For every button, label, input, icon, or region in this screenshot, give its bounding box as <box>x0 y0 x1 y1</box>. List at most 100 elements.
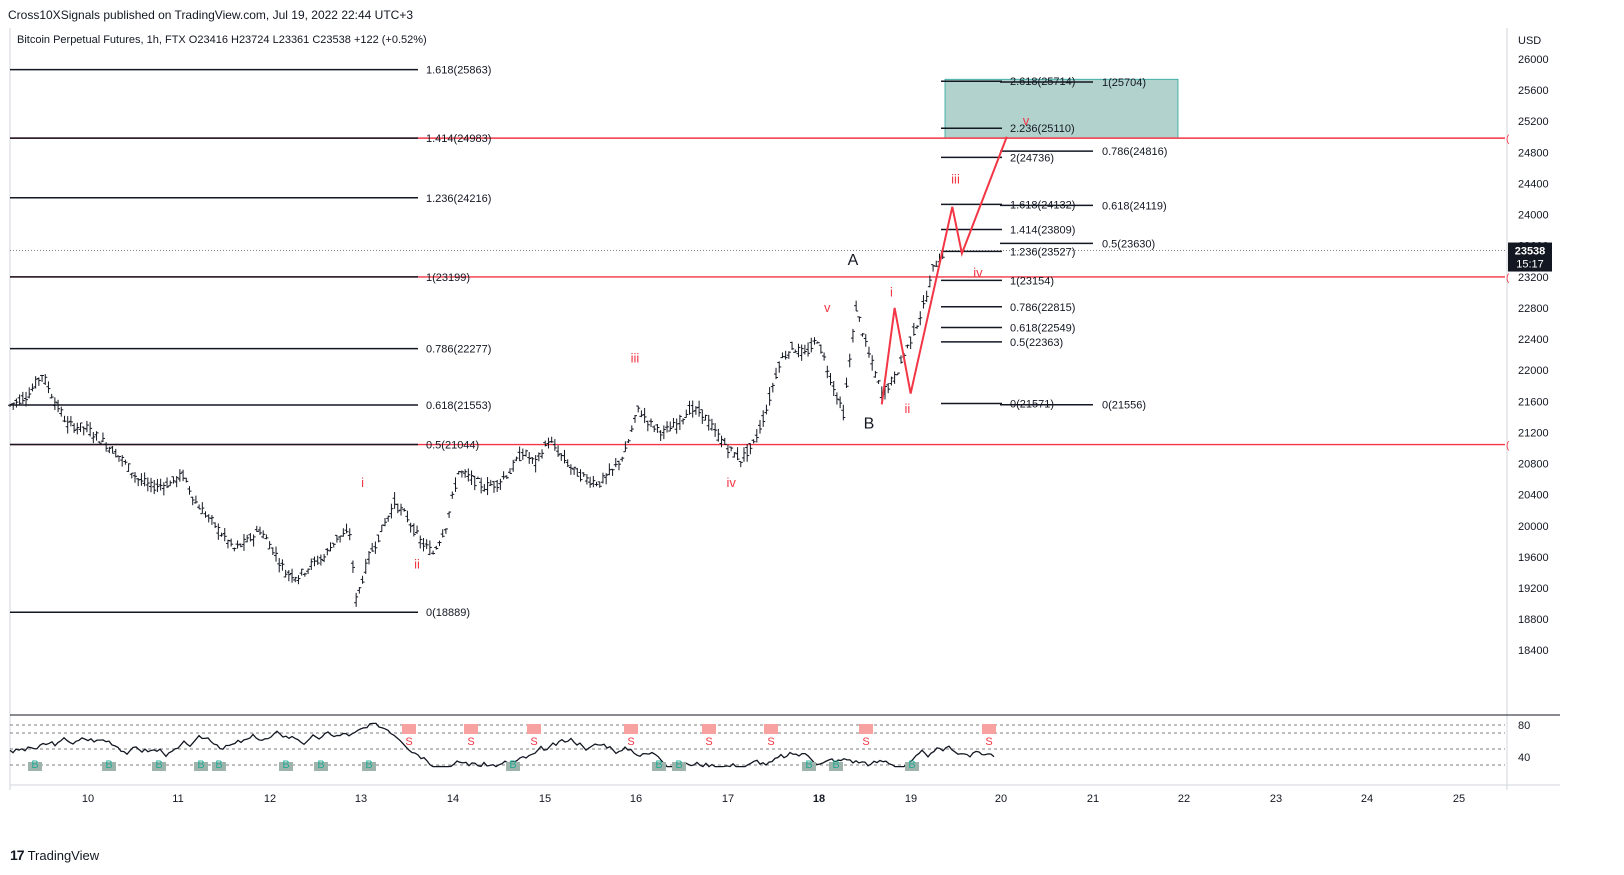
candle <box>735 447 740 461</box>
candle <box>11 402 16 410</box>
candle <box>56 399 61 413</box>
candle <box>825 365 830 379</box>
candle <box>418 535 423 549</box>
candle <box>267 541 272 550</box>
candle <box>75 422 80 435</box>
candle <box>203 511 208 518</box>
candle <box>809 337 814 353</box>
candle <box>934 260 939 267</box>
candle <box>235 540 240 549</box>
candle <box>177 469 182 482</box>
wave-label: A <box>848 252 859 269</box>
candle <box>341 528 346 537</box>
candle <box>613 457 618 468</box>
candle <box>921 295 926 309</box>
candle <box>145 477 150 492</box>
candle <box>241 534 246 551</box>
candle <box>908 336 913 350</box>
sell-signal-label: S <box>627 736 634 748</box>
sell-signal-marker <box>527 724 541 734</box>
candle <box>200 502 205 515</box>
candle <box>46 381 51 394</box>
candle <box>671 417 676 428</box>
sell-signal-label: S <box>985 736 992 748</box>
candle <box>33 376 38 389</box>
buy-signal-marker <box>314 762 328 771</box>
candle <box>588 476 593 488</box>
candle <box>110 446 115 454</box>
candle <box>581 472 586 477</box>
candle <box>806 342 811 357</box>
candle <box>274 546 279 562</box>
candle <box>780 352 785 359</box>
candle <box>142 472 147 487</box>
candle <box>88 422 93 437</box>
price-tick-label: 24000 <box>1518 210 1549 222</box>
candle <box>738 461 743 468</box>
price-tick-label: 22400 <box>1518 334 1549 346</box>
candle <box>232 547 237 552</box>
candle <box>334 534 339 543</box>
buy-signal-label: B <box>805 759 812 771</box>
publish-caption: Cross10XSignals published on TradingView… <box>8 8 414 22</box>
buy-signal-label: B <box>105 759 112 771</box>
oscillator-tick-label: 40 <box>1518 752 1530 764</box>
candle <box>363 558 368 574</box>
candle <box>543 440 548 447</box>
candle <box>36 377 41 386</box>
candle <box>556 445 561 457</box>
candle <box>584 474 589 485</box>
sell-signal-label: S <box>767 736 774 748</box>
buy-signal-label: B <box>317 759 324 771</box>
fib-level-label: 1(23199) <box>426 272 470 284</box>
wave-label: i <box>890 284 893 299</box>
candle <box>116 455 121 462</box>
candle <box>463 469 468 478</box>
date-tick-label: 10 <box>82 793 94 805</box>
candle <box>402 508 407 512</box>
date-tick-label: 12 <box>264 793 276 805</box>
fib-level-label: 1(25704) <box>1102 77 1146 89</box>
candle <box>328 542 333 552</box>
candle <box>636 405 641 413</box>
candle <box>104 442 109 452</box>
date-tick-label: 11 <box>172 793 183 805</box>
sell-signal-marker <box>764 724 778 734</box>
candle <box>437 540 442 547</box>
candle <box>815 341 820 344</box>
fib-level-label: 2.236(25110) <box>1010 123 1075 135</box>
candle <box>751 439 756 444</box>
last-price-countdown: 15:17 <box>1516 259 1544 271</box>
candle <box>854 300 859 312</box>
candle <box>674 418 679 434</box>
candle <box>389 503 394 519</box>
price-tick-label: 19600 <box>1518 552 1549 564</box>
fib-level-label: 0(21556) <box>1102 400 1146 412</box>
candle <box>655 423 660 433</box>
candle <box>828 373 833 386</box>
fib-level-label: 0(18889) <box>426 607 470 619</box>
price-tick-label: 26000 <box>1518 54 1549 66</box>
candle <box>245 534 250 543</box>
candle <box>43 373 48 385</box>
candle <box>578 469 583 482</box>
last-price-value: 23538 <box>1515 246 1546 258</box>
date-tick-label: 14 <box>447 793 459 805</box>
candle <box>193 495 198 504</box>
buy-signal-marker <box>362 762 376 771</box>
candle <box>495 479 500 492</box>
date-tick-label: 17 <box>722 793 734 805</box>
candle <box>216 523 221 540</box>
wave-label: iii <box>631 350 640 365</box>
sell-signal-label: S <box>405 736 412 748</box>
candle <box>777 361 782 373</box>
candle <box>411 523 416 537</box>
buy-signal-label: B <box>832 759 839 771</box>
candle <box>383 517 387 527</box>
candle <box>360 575 365 584</box>
candle <box>315 555 320 565</box>
candle <box>889 376 894 386</box>
candle <box>873 370 878 378</box>
candle <box>49 393 54 399</box>
